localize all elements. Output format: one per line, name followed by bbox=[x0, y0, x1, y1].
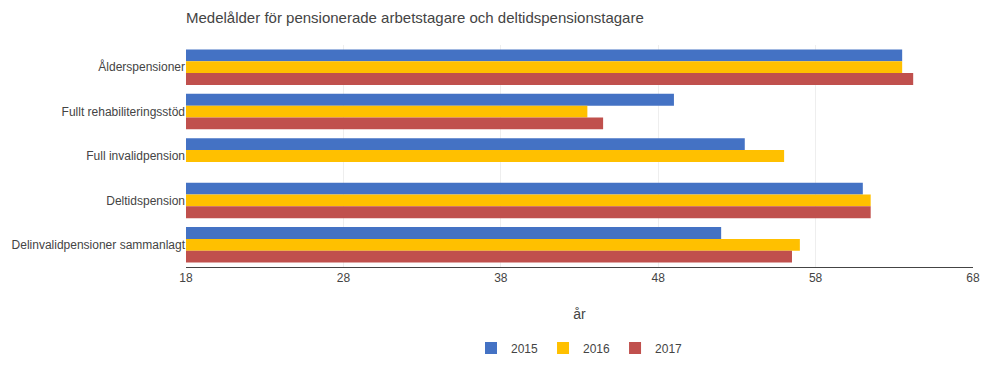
svg-text:Ålderspensioner: Ålderspensioner bbox=[98, 59, 185, 74]
svg-text:18: 18 bbox=[179, 271, 193, 285]
svg-text:Medelålder för pensionerade ar: Medelålder för pensionerade arbetstagare… bbox=[186, 9, 644, 26]
svg-text:28: 28 bbox=[337, 271, 351, 285]
svg-text:2015: 2015 bbox=[511, 342, 538, 356]
svg-text:Delinvalidpensioner sammanlagt: Delinvalidpensioner sammanlagt bbox=[12, 238, 186, 252]
svg-text:år: år bbox=[573, 306, 586, 322]
svg-text:48: 48 bbox=[652, 271, 666, 285]
svg-text:Fullt rehabiliteringsstöd: Fullt rehabiliteringsstöd bbox=[62, 105, 185, 119]
svg-text:Full invalidpension: Full invalidpension bbox=[86, 149, 185, 163]
svg-text:2017: 2017 bbox=[655, 342, 682, 356]
svg-text:Deltidspension: Deltidspension bbox=[106, 194, 185, 208]
svg-text:68: 68 bbox=[966, 271, 980, 285]
svg-text:38: 38 bbox=[494, 271, 508, 285]
svg-text:58: 58 bbox=[809, 271, 823, 285]
svg-text:2016: 2016 bbox=[583, 342, 610, 356]
